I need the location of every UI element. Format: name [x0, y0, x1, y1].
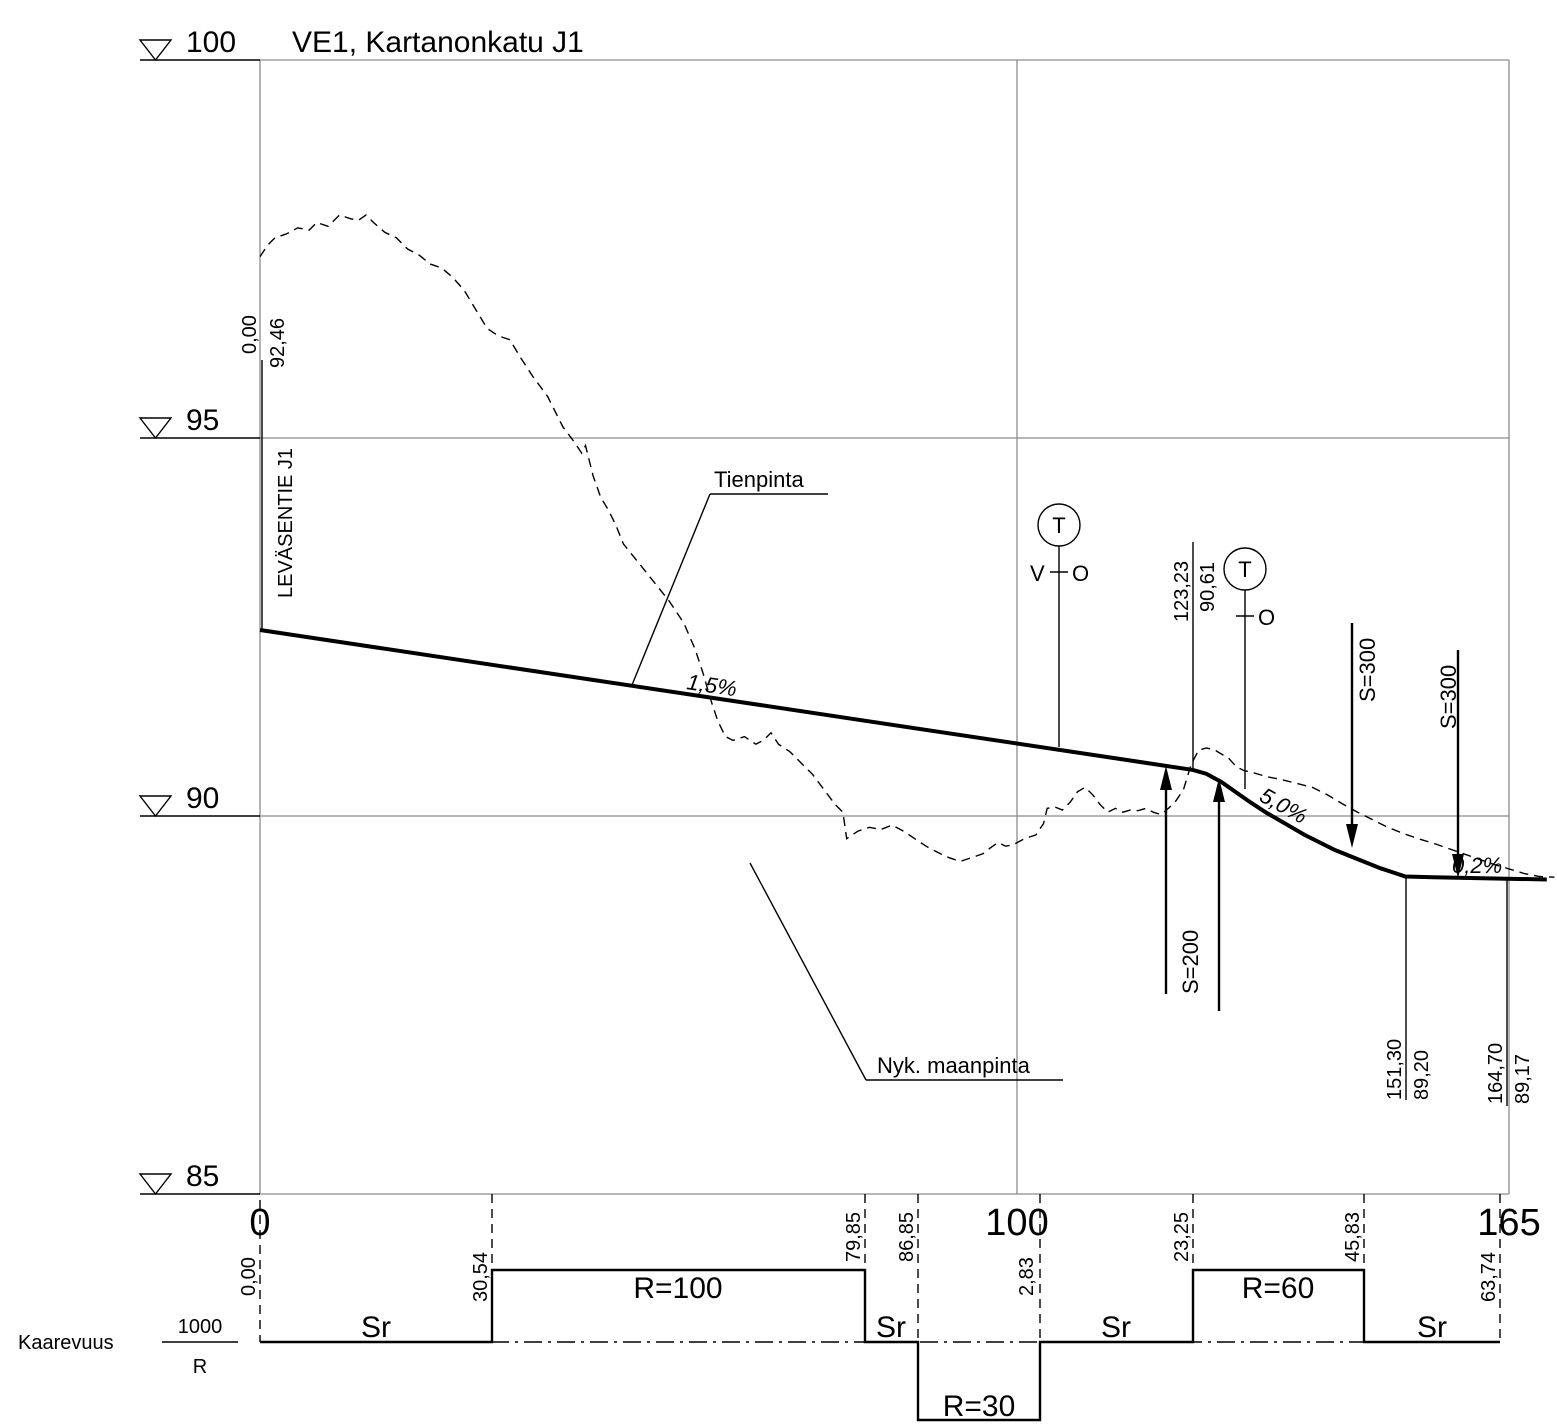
curvature-segment-6: Sr: [1417, 1311, 1447, 1344]
curvature-label: Kaarevuus: [18, 1332, 114, 1354]
road-surface-label: Tienpinta: [714, 467, 804, 492]
elevation-label: 95: [186, 404, 219, 437]
elevation-level-90: 90: [138, 782, 260, 818]
ground-label: Nyk. maanpinta: [877, 1053, 1031, 1078]
road-surface-line: [259, 628, 1547, 882]
level-triangle-icon: [138, 795, 173, 818]
drawing-title: VE1, Kartanonkatu J1: [292, 26, 584, 59]
elevation-label: 100: [186, 26, 236, 59]
curvature-boundary-0: 0,00: [238, 1257, 260, 1296]
elevation-label: 90: [186, 782, 219, 815]
elevation-level-85: 85: [138, 1160, 260, 1196]
curvature-segment-0: Sr: [361, 1311, 391, 1344]
curvature-boundary-7: 63,74: [1478, 1252, 1500, 1302]
arrow-up-icon: [1160, 766, 1172, 790]
level-triangle-icon: [138, 39, 173, 62]
station-label-165: 165: [1477, 1202, 1540, 1244]
symbol-t2: T O: [1223, 547, 1275, 789]
vertical-curve-s200: S=200: [1160, 766, 1225, 1011]
crossing-road-label: LEVÄSENTIE J1: [275, 448, 297, 598]
curvature-boundary-5: 23,25: [1171, 1212, 1193, 1262]
curvature-segment-2: Sr: [876, 1311, 906, 1344]
start-elevation-value: 92,46: [267, 318, 289, 368]
curvature-boundary-4: 2,83: [1016, 1257, 1038, 1296]
arrow-down-icon: [1452, 854, 1464, 878]
curve-s300a-label: S=300: [1355, 638, 1380, 702]
vertical-curve-s300b: S=300: [1436, 650, 1464, 878]
curvature-fraction-den: R: [193, 1356, 207, 1378]
start-station-value: 0,00: [239, 315, 261, 354]
break-1-elevation: 90,61: [1197, 562, 1219, 612]
t1-left-label: V: [1030, 561, 1045, 586]
curvature-step-line: [260, 1268, 1500, 1422]
arrow-up-icon: [1213, 778, 1225, 802]
curve-s300b-label: S=300: [1436, 665, 1461, 729]
curvature-boundary-2: 79,85: [843, 1212, 865, 1262]
level-triangle-icon: [138, 1173, 173, 1196]
curvature-segment-3: R=30: [943, 1390, 1016, 1423]
curvature-segment-1: R=100: [633, 1272, 722, 1305]
curvature-segment-5: R=60: [1242, 1272, 1315, 1305]
curvature-boundary-6: 45,83: [1342, 1212, 1364, 1262]
elevation-level-95: 95: [138, 404, 260, 440]
curvature-fraction-num: 1000: [178, 1316, 223, 1338]
t-letter: T: [1052, 513, 1065, 538]
elevation-level-100: 100: [138, 26, 260, 62]
existing-ground-line: [259, 214, 1555, 878]
t1-right-label: O: [1072, 561, 1089, 586]
break-2-station: 151,30: [1384, 1039, 1406, 1100]
break-2-elevation: 89,20: [1411, 1050, 1433, 1100]
break-1-station: 123,23: [1171, 561, 1193, 622]
break-3-elevation: 89,17: [1512, 1054, 1534, 1104]
t-letter: T: [1238, 557, 1251, 582]
road-surface-leader: [631, 493, 711, 686]
break-3-station: 164,70: [1485, 1043, 1507, 1104]
station-label-100: 100: [985, 1202, 1048, 1244]
symbol-t1: T V O: [1030, 503, 1089, 747]
profile-grid: [259, 59, 1510, 1195]
arrow-down-icon: [1346, 824, 1358, 848]
curvature-boundary-1: 30,54: [470, 1252, 492, 1302]
t2-right-label: O: [1258, 605, 1275, 630]
ground-leader: [749, 862, 867, 1081]
curvature-boundary-3: 86,85: [896, 1212, 918, 1262]
level-triangle-icon: [138, 417, 173, 440]
curve-s200-label: S=200: [1178, 930, 1203, 994]
curvature-band: Kaarevuus 1000 R 0,00 30,54 79,85 86,85 …: [18, 1194, 1501, 1423]
elevation-label: 85: [186, 1160, 219, 1193]
vertical-curve-s300a: S=300: [1346, 623, 1380, 848]
curvature-segment-4: Sr: [1101, 1311, 1131, 1344]
